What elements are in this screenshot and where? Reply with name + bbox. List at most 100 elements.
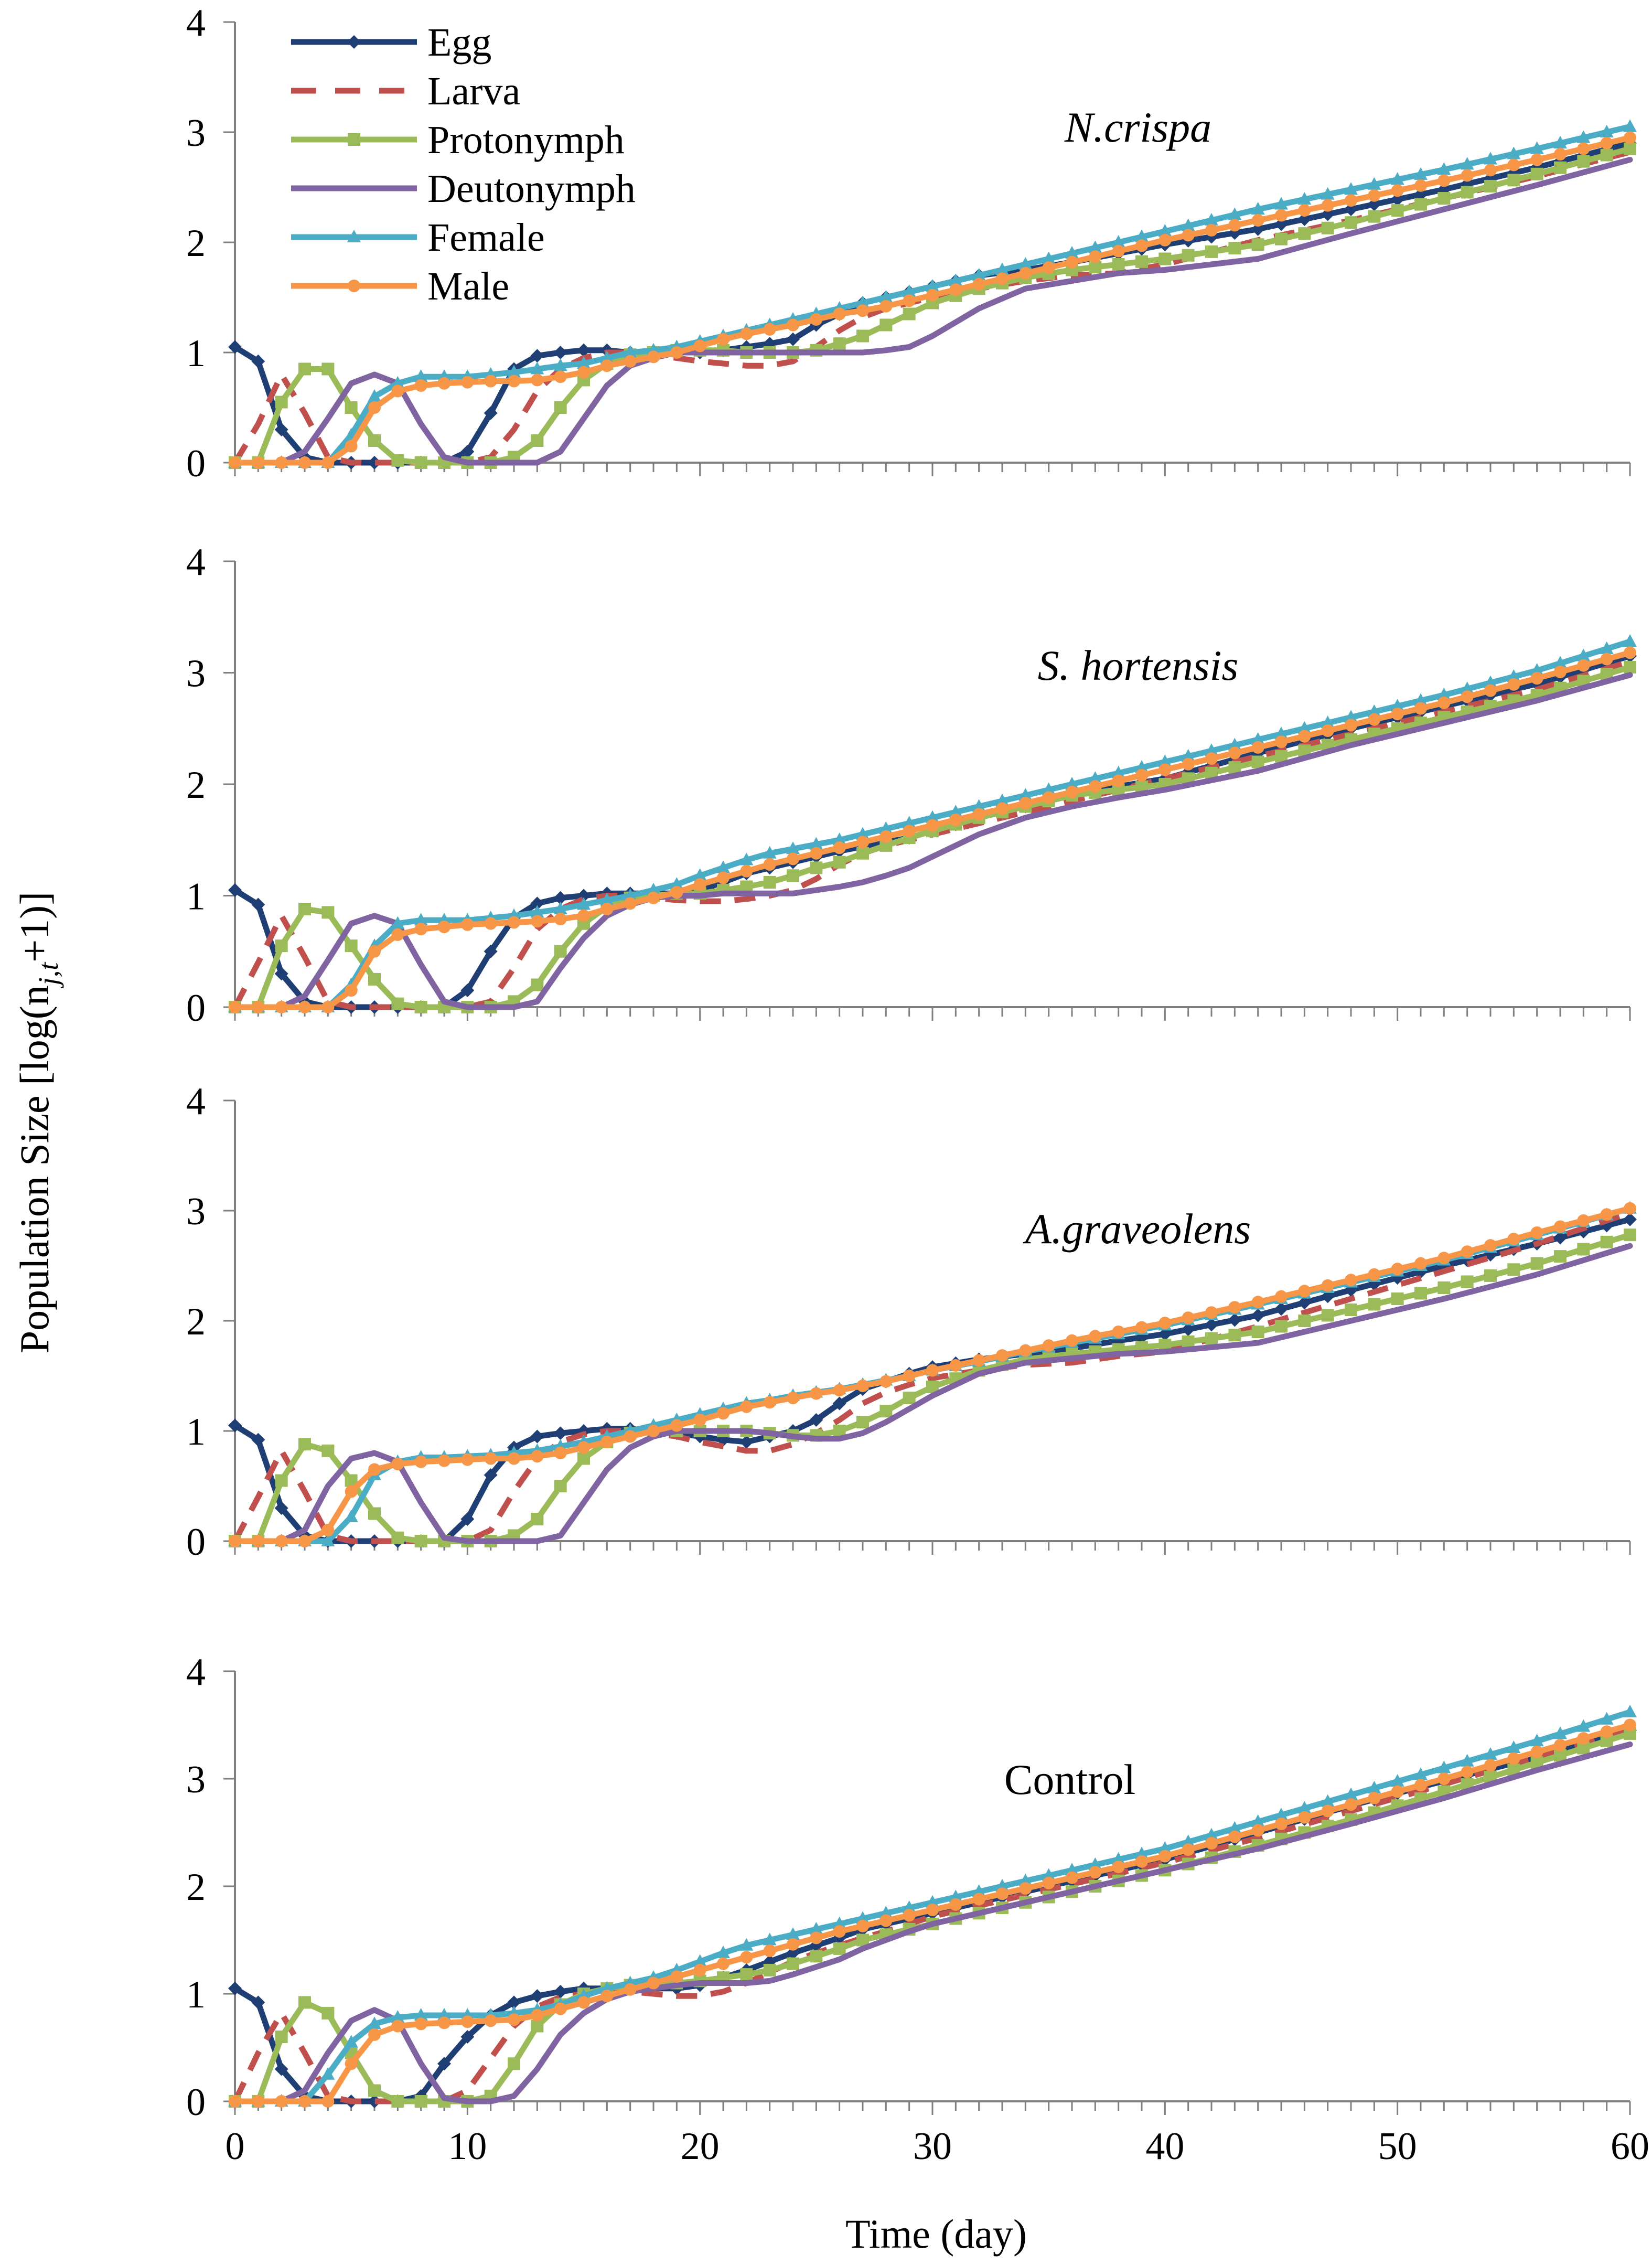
point-female xyxy=(1414,693,1428,706)
point-female xyxy=(832,1916,846,1929)
point-female xyxy=(1274,726,1288,740)
point-male xyxy=(275,2095,288,2108)
point-male xyxy=(1182,757,1195,771)
point-male xyxy=(1391,1785,1404,1798)
y-tick-label: 1 xyxy=(186,875,206,918)
point-male xyxy=(926,1364,939,1377)
point-male xyxy=(577,366,590,379)
point-male xyxy=(1089,780,1102,793)
point-female xyxy=(1018,1873,1033,1886)
point-egg xyxy=(228,1418,242,1433)
point-male xyxy=(345,1485,358,1498)
point-male xyxy=(554,2002,567,2015)
point-protonymph xyxy=(554,945,567,958)
point-male xyxy=(647,350,660,364)
point-male xyxy=(647,1976,660,1990)
point-female xyxy=(856,1911,870,1924)
point-male xyxy=(1577,142,1590,155)
point-female xyxy=(1158,1841,1172,1854)
point-male xyxy=(577,1441,590,1454)
panel-title: Control xyxy=(1004,1756,1136,1803)
point-male xyxy=(624,897,637,910)
y-axis-title-main: Population Size [log(n xyxy=(12,985,57,1353)
y-tick-label: 4 xyxy=(186,541,206,584)
point-female xyxy=(530,905,544,918)
point-male xyxy=(229,456,241,469)
point-male xyxy=(1042,261,1055,274)
point-male xyxy=(1019,266,1032,280)
point-egg xyxy=(1274,217,1288,231)
point-male xyxy=(693,339,706,352)
point-male xyxy=(1368,189,1381,202)
panel-s-hortensis: 0 1 2 3 4 S. hortensis xyxy=(186,541,1637,1030)
point-male xyxy=(1554,1738,1567,1751)
point-egg xyxy=(1344,202,1358,216)
point-male xyxy=(1298,1811,1311,1824)
point-female xyxy=(1390,1774,1404,1787)
point-protonymph xyxy=(1112,258,1125,271)
point-male xyxy=(1345,719,1357,732)
point-protonymph xyxy=(833,856,846,869)
panel-n-crispa: 0 1 2 3 4 N.crispa xyxy=(186,2,1637,485)
point-male xyxy=(368,401,381,414)
legend-label: Larva xyxy=(427,69,520,113)
series-line-larva xyxy=(232,659,1631,1010)
point-female xyxy=(1600,641,1614,654)
point-male xyxy=(1135,769,1148,782)
point-male xyxy=(508,1452,520,1465)
point-female xyxy=(321,2067,335,2080)
point-protonymph xyxy=(1624,142,1636,155)
point-male xyxy=(1530,1745,1543,1758)
point-female xyxy=(1018,257,1033,270)
point-protonymph xyxy=(1205,1332,1218,1345)
point-male xyxy=(1321,199,1334,212)
point-female xyxy=(1437,162,1451,175)
point-male xyxy=(531,1450,544,1463)
point-female xyxy=(1460,681,1474,695)
point-egg xyxy=(460,1512,475,1526)
point-male xyxy=(1135,1321,1148,1334)
point-female xyxy=(1484,1747,1497,1760)
point-male xyxy=(414,2017,427,2031)
point-protonymph xyxy=(1135,255,1148,268)
point-female xyxy=(879,290,893,303)
point-female xyxy=(1228,207,1242,220)
point-male xyxy=(298,2095,311,2108)
point-female xyxy=(1321,715,1335,729)
point-protonymph xyxy=(1345,216,1357,229)
point-male xyxy=(1554,1220,1567,1233)
point-male xyxy=(414,923,427,936)
legend-item-male: Male xyxy=(291,264,509,308)
point-female xyxy=(1600,125,1614,137)
point-male xyxy=(1554,148,1567,161)
point-male xyxy=(879,300,893,313)
point-female xyxy=(1158,224,1172,237)
point-male xyxy=(624,355,637,368)
point-female xyxy=(391,2010,405,2023)
point-protonymph xyxy=(321,2006,335,2020)
point-female xyxy=(1251,732,1265,745)
point-male xyxy=(1507,158,1520,172)
point-male xyxy=(1205,1306,1218,1319)
point-protonymph xyxy=(368,973,381,986)
point-male xyxy=(1414,1257,1427,1270)
point-male xyxy=(1624,1718,1636,1732)
point-egg xyxy=(251,898,265,912)
point-female xyxy=(1274,1808,1288,1821)
point-protonymph xyxy=(414,456,427,469)
point-protonymph xyxy=(879,318,893,332)
point-male xyxy=(647,891,660,904)
point-female xyxy=(995,262,1009,275)
point-protonymph xyxy=(298,1996,311,2009)
point-protonymph xyxy=(275,939,288,953)
point-male xyxy=(252,456,265,469)
point-protonymph xyxy=(321,906,335,919)
point-egg xyxy=(553,1984,567,1999)
point-female xyxy=(902,816,916,829)
point-male xyxy=(1484,1759,1497,1772)
point-egg xyxy=(274,1501,288,1515)
point-egg xyxy=(251,354,265,368)
point-egg xyxy=(251,1433,265,1447)
point-male xyxy=(1507,1752,1520,1765)
